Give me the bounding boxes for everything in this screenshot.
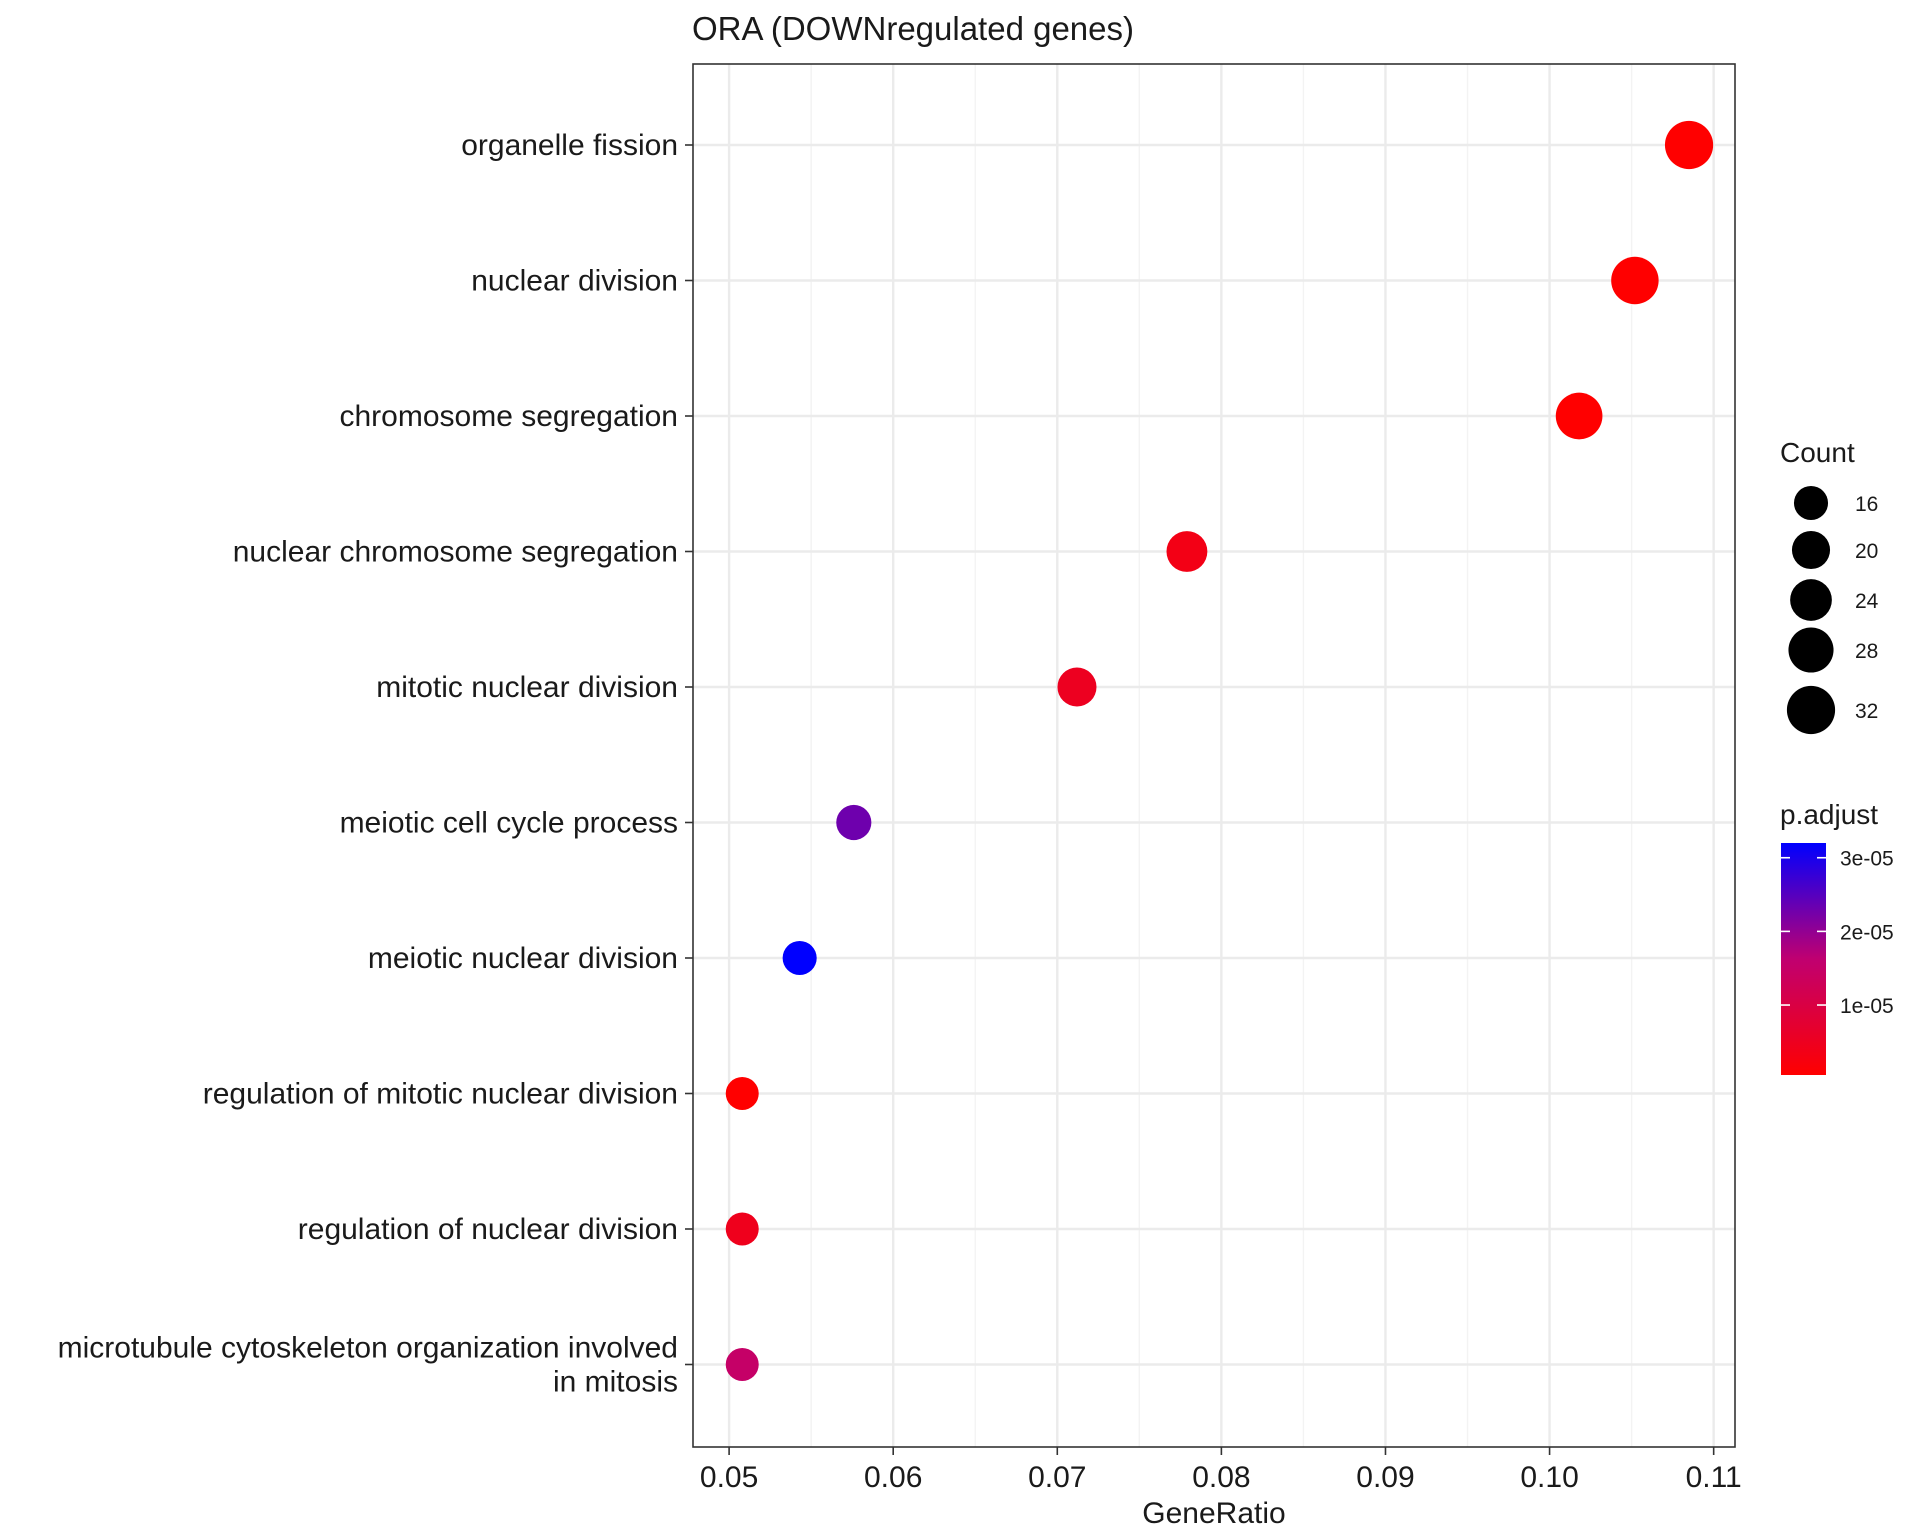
size-legend: 16 20 24 28 32: [1786, 485, 1879, 735]
y-tick-label: chromosome segregation: [339, 400, 678, 433]
y-tick-label: mitotic nuclear division: [376, 671, 678, 704]
y-tick-label: nuclear chromosome segregation: [233, 536, 678, 569]
color-legend-bar: [1781, 843, 1826, 1075]
plot-border: [692, 63, 1736, 1448]
y-tick-label: regulation of mitotic nuclear division: [203, 1078, 678, 1111]
size-legend-key: [1786, 685, 1836, 735]
x-axis: 0.05 0.06 0.07 0.08 0.09 0.10 0.11: [700, 1447, 1742, 1494]
y-tick-label: in mitosis: [553, 1366, 678, 1399]
data-point: [1555, 392, 1603, 440]
x-tick-label: 0.10: [1520, 1461, 1578, 1494]
size-legend-label: 32: [1855, 700, 1878, 723]
color-legend-label: 2e-05: [1840, 921, 1894, 944]
x-tick-label: 0.09: [1356, 1461, 1414, 1494]
data-point: [725, 1348, 759, 1381]
size-legend-key: [1793, 485, 1829, 521]
data-point: [725, 1212, 759, 1246]
data-point: [1611, 256, 1659, 305]
color-legend-title: p.adjust: [1780, 799, 1878, 830]
y-tick-label: nuclear division: [471, 265, 678, 298]
size-legend-key: [1788, 627, 1834, 673]
y-tick-label: microtubule cytoskeleton organization in…: [58, 1332, 678, 1365]
size-legend-key: [1790, 579, 1832, 621]
size-legend-label: 20: [1855, 540, 1878, 563]
y-tick-label: meiotic cell cycle process: [340, 807, 678, 840]
x-tick-label: 0.06: [864, 1461, 922, 1494]
data-point: [782, 940, 817, 976]
data-point: [1166, 531, 1208, 572]
y-axis: organelle fission nuclear division chromos…: [58, 129, 693, 1399]
data-point: [1664, 120, 1714, 170]
size-legend-label: 16: [1855, 493, 1878, 516]
data-point: [725, 1077, 759, 1110]
color-legend-label: 3e-05: [1840, 848, 1894, 871]
x-tick-label: 0.05: [700, 1461, 758, 1494]
y-tick-label: regulation of nuclear division: [298, 1213, 678, 1246]
x-tick-label: 0.11: [1686, 1461, 1742, 1494]
color-legend: 3e-05 2e-05 1e-05: [1781, 848, 1894, 1018]
x-axis-title: GeneRatio: [1142, 1497, 1285, 1530]
size-legend-label: 28: [1855, 640, 1878, 663]
data-points: [725, 120, 1714, 1381]
x-tick-label: 0.07: [1028, 1461, 1086, 1494]
plot-background: [693, 64, 1735, 1447]
y-tick-label: meiotic nuclear division: [368, 942, 678, 975]
chart-title: ORA (DOWNregulated genes): [692, 10, 1134, 47]
size-legend-label: 24: [1855, 590, 1879, 613]
color-legend-label: 1e-05: [1840, 995, 1894, 1018]
y-tick-label: organelle fission: [461, 129, 678, 162]
size-legend-key: [1791, 530, 1831, 570]
x-tick-label: 0.08: [1192, 1461, 1250, 1494]
data-point: [836, 804, 872, 841]
size-legend-title: Count: [1780, 437, 1855, 468]
data-point: [1057, 667, 1097, 707]
